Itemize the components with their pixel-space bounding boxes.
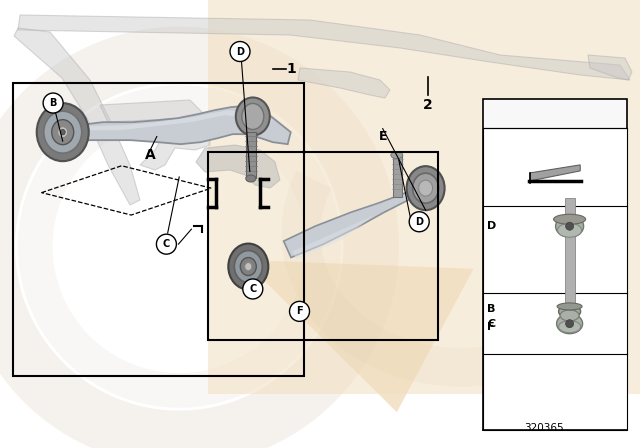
Ellipse shape	[228, 244, 268, 289]
Polygon shape	[292, 215, 374, 260]
Text: A: A	[145, 147, 156, 162]
Text: D: D	[236, 47, 244, 56]
Polygon shape	[196, 145, 280, 188]
Ellipse shape	[419, 180, 433, 196]
Polygon shape	[89, 110, 273, 130]
Text: E: E	[378, 130, 387, 143]
Bar	[208, 0, 640, 394]
Text: B: B	[49, 98, 57, 108]
Ellipse shape	[566, 320, 573, 327]
Ellipse shape	[60, 129, 65, 135]
Ellipse shape	[236, 98, 270, 135]
Bar	[483, 128, 627, 430]
Text: C: C	[249, 284, 257, 294]
Ellipse shape	[52, 120, 74, 145]
Ellipse shape	[413, 173, 438, 203]
Circle shape	[43, 93, 63, 113]
Ellipse shape	[246, 175, 256, 182]
Ellipse shape	[566, 222, 573, 230]
Ellipse shape	[560, 310, 579, 321]
Text: 2: 2	[422, 98, 433, 112]
Bar	[393, 155, 402, 197]
Polygon shape	[100, 100, 210, 170]
Ellipse shape	[557, 314, 582, 334]
Polygon shape	[588, 55, 632, 80]
Bar	[13, 83, 304, 376]
Ellipse shape	[406, 166, 445, 210]
Bar	[564, 198, 575, 314]
Ellipse shape	[242, 103, 264, 129]
Ellipse shape	[36, 103, 89, 161]
Circle shape	[289, 302, 310, 321]
Ellipse shape	[391, 151, 403, 159]
Ellipse shape	[559, 305, 580, 319]
Ellipse shape	[58, 127, 68, 138]
Ellipse shape	[557, 303, 582, 310]
Circle shape	[230, 42, 250, 61]
Bar	[483, 99, 627, 430]
Text: 1: 1	[286, 62, 296, 77]
Text: C: C	[487, 319, 495, 329]
Text: D: D	[487, 221, 497, 231]
Bar	[208, 152, 438, 340]
Text: F: F	[296, 306, 303, 316]
Polygon shape	[18, 15, 630, 80]
Polygon shape	[87, 106, 291, 144]
Ellipse shape	[241, 258, 256, 276]
Text: 320365: 320365	[524, 423, 564, 433]
Polygon shape	[243, 260, 474, 412]
Ellipse shape	[557, 223, 582, 237]
Ellipse shape	[234, 250, 262, 283]
Circle shape	[156, 234, 177, 254]
Text: B: B	[487, 305, 495, 314]
Polygon shape	[298, 68, 390, 98]
Text: C: C	[163, 239, 170, 249]
Ellipse shape	[245, 263, 252, 271]
Bar	[246, 133, 256, 178]
Circle shape	[409, 212, 429, 232]
Ellipse shape	[559, 321, 580, 333]
Circle shape	[243, 279, 263, 299]
Text: F: F	[487, 323, 495, 332]
Ellipse shape	[44, 111, 82, 153]
Ellipse shape	[554, 214, 586, 224]
Bar	[483, 128, 627, 430]
Polygon shape	[530, 165, 580, 181]
Text: D: D	[415, 217, 423, 227]
Polygon shape	[14, 28, 140, 205]
Ellipse shape	[556, 215, 584, 237]
Polygon shape	[284, 185, 427, 258]
